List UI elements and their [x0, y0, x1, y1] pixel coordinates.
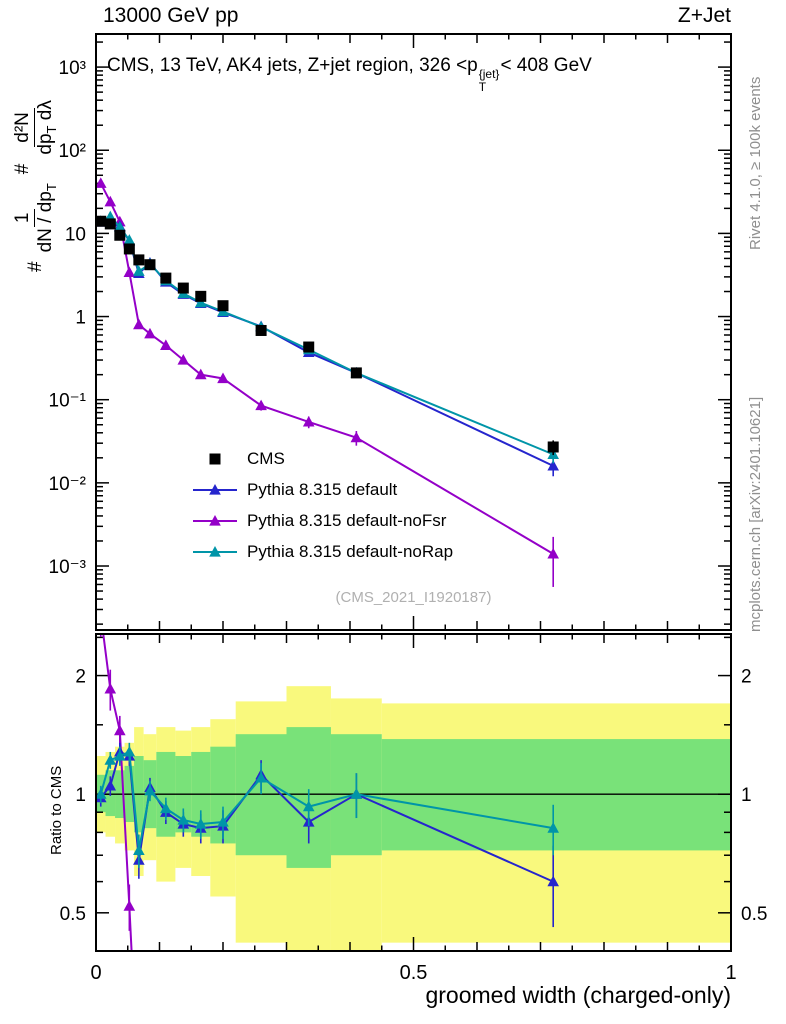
svg-text:10⁻²: 10⁻²	[49, 474, 87, 495]
svg-text:0: 0	[90, 962, 101, 984]
main-panel-frame	[95, 33, 732, 631]
svg-text:1: 1	[741, 785, 752, 806]
x-axis-title: groomed width (charged-only)	[425, 982, 731, 1008]
panel-title: CMS, 13 TeV, AK4 jets, Z+jet region, 326…	[107, 55, 592, 93]
ratio-panel-frame	[95, 633, 732, 952]
pythia-default-marker-icon	[192, 482, 238, 498]
legend-item-pythia-norap: Pythia 8.315 default-noRap	[192, 536, 453, 567]
ratio-y-axis-label: Ratio to CMS	[48, 765, 65, 855]
pythia-norap-marker-icon	[192, 544, 238, 560]
main-y-axis-label: # 1 dN / dpT # d²N dpT dλ	[12, 100, 60, 272]
svg-text:1: 1	[725, 962, 736, 984]
svg-text:2: 2	[75, 667, 86, 688]
svg-text:1: 1	[75, 308, 86, 329]
rivet-version-note: Rivet 4.1.0, ≥ 100k events	[747, 76, 764, 250]
hash-symbol: #	[24, 261, 46, 272]
series-main-cms	[96, 215, 559, 456]
pythia-nofsr-marker-icon	[192, 513, 238, 529]
hash-symbol: #	[12, 163, 33, 175]
pt-jet-subsup: {jet} T	[478, 67, 500, 94]
svg-text:10³: 10³	[59, 58, 86, 79]
beam-energy-label: 13000 GeV pp	[103, 4, 239, 27]
svg-text:0.5: 0.5	[741, 904, 767, 925]
series-ratio-pythia-norap	[96, 742, 559, 868]
process-label: Z+Jet	[677, 4, 731, 27]
svg-text:10²: 10²	[59, 141, 86, 162]
axis-ticks: 10³ 10² 10 1 10⁻¹ 10⁻² 10⁻³ 2 2 1 1 0.5 0.5 0 0.5 1	[49, 34, 767, 984]
fraction-d2n-over-dptdlambda: d²N dpT dλ	[12, 100, 60, 155]
svg-text:10⁻¹: 10⁻¹	[49, 391, 87, 412]
svg-text:10⁻³: 10⁻³	[49, 557, 87, 578]
legend-item-pythia-nofsr: Pythia 8.315 default-noFsr	[192, 505, 453, 536]
legend-item-cms: CMS	[192, 443, 453, 474]
cms-square-marker-icon	[192, 451, 238, 467]
analysis-id-watermark: (CMS_2021_I1920187)	[335, 589, 492, 606]
svg-text:0.5: 0.5	[400, 962, 428, 984]
legend: CMS Pythia 8.315 default Pythia 8.315 de…	[192, 443, 453, 567]
svg-text:10: 10	[65, 224, 86, 245]
fraction-one-over-dndpt: 1 dN / dpT	[12, 183, 60, 253]
panel-title-suffix: < 408 GeV	[500, 55, 592, 76]
svg-text:2: 2	[741, 667, 752, 688]
panel-title-prefix: CMS, 13 TeV, AK4 jets, Z+jet region, 326…	[107, 55, 478, 76]
svg-text:0.5: 0.5	[60, 904, 86, 925]
legend-item-pythia-default: Pythia 8.315 default	[192, 474, 453, 505]
mcplots-reference-note: mcplots.cern.ch [arXiv:2401.10621]	[747, 396, 764, 632]
svg-text:1: 1	[75, 785, 86, 806]
